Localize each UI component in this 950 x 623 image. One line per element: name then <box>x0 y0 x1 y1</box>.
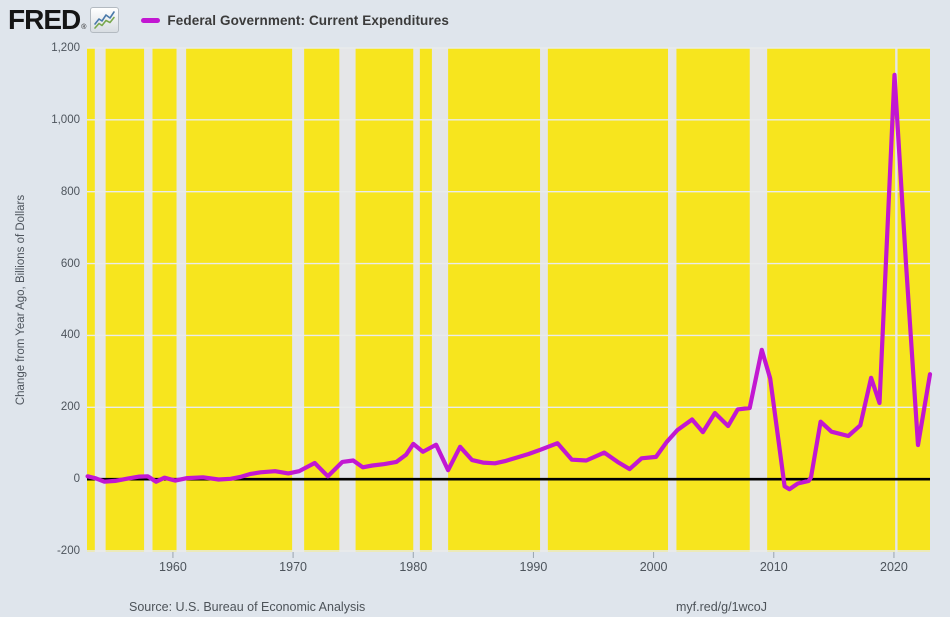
y-tick-label: 600 <box>60 257 80 270</box>
recession-band <box>540 48 548 552</box>
recession-band <box>94 48 106 552</box>
y-tick-label: 1,200 <box>51 42 80 54</box>
y-axis-title: Change from Year Ago, Billions of Dollar… <box>15 194 27 406</box>
fred-logo-chart-icon <box>90 7 120 33</box>
y-tick-label: 200 <box>60 401 80 414</box>
source-text: Source: U.S. Bureau of Economic Analysis <box>129 600 366 614</box>
x-tick-label: 1980 <box>399 560 428 574</box>
series-line <box>85 72 933 492</box>
x-tick-label: 1990 <box>519 560 548 574</box>
y-tick-label: 0 <box>73 473 80 486</box>
x-tick-label: 1960 <box>159 560 187 574</box>
header: FRED ® Federal Government: Current Expen… <box>0 0 950 40</box>
recession-band <box>668 48 677 552</box>
recession-band <box>176 48 187 552</box>
fred-logo[interactable]: FRED ® <box>8 4 120 35</box>
y-tick-label: 800 <box>60 185 80 198</box>
recession-band <box>292 48 305 552</box>
x-tick-label: 1970 <box>279 560 307 574</box>
y-tick-label: 400 <box>60 329 80 342</box>
recession-band <box>895 48 898 552</box>
legend: Federal Government: Current Expenditures <box>141 13 449 28</box>
footer: Source: U.S. Bureau of Economic Analysis… <box>0 598 950 617</box>
recession-band <box>144 48 153 552</box>
recession-band <box>749 48 768 552</box>
fred-logo-text: FRED <box>8 4 81 35</box>
bottom-strip <box>0 617 950 623</box>
recession-band <box>413 48 420 552</box>
y-tick-label: -200 <box>56 545 80 557</box>
recession-band <box>339 48 356 552</box>
y-tick-label: 1,000 <box>51 113 80 126</box>
x-tick-label: 2010 <box>759 560 788 574</box>
x-tick-label: 2020 <box>880 560 908 574</box>
registered-trademark-symbol: ® <box>81 24 87 31</box>
recession-band <box>431 48 449 552</box>
legend-line-swatch <box>141 18 161 23</box>
legend-label: Federal Government: Current Expenditures <box>167 12 449 28</box>
x-tick-label: 2000 <box>639 560 668 574</box>
share-link[interactable]: myf.red/g/1wcoJ <box>676 600 768 614</box>
plot-background <box>87 48 930 552</box>
